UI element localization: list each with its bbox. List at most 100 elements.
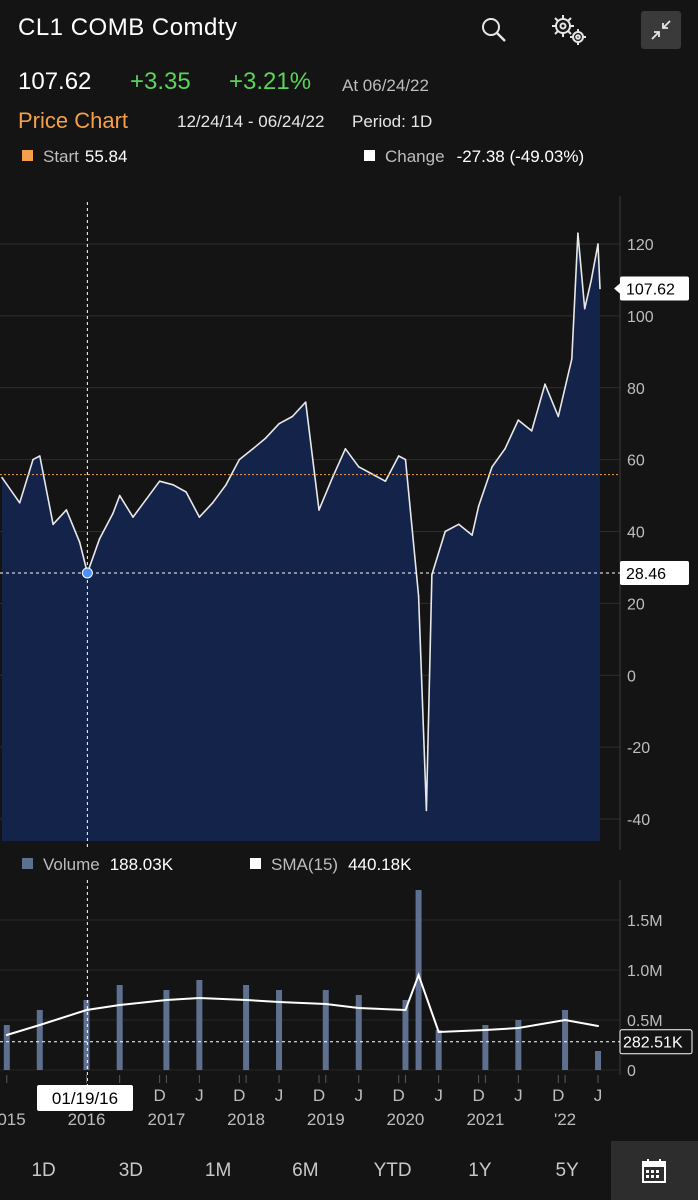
price-point (590, 279, 593, 281)
price-y-tick: 0 (627, 668, 636, 685)
page-title: CL1 COMB Comdty (18, 14, 238, 41)
x-tick-label: D (313, 1086, 325, 1105)
price-point (397, 455, 400, 457)
price-point (557, 415, 560, 418)
price-point (211, 501, 214, 504)
price-point (145, 498, 148, 500)
change-swatch (364, 150, 375, 161)
x-tick-label: D (393, 1086, 405, 1105)
price-point (577, 232, 579, 235)
price-point (118, 494, 121, 497)
x-tick-label: '22 (554, 1110, 576, 1129)
price-point (291, 415, 294, 418)
price-point (98, 537, 101, 540)
sma-point (484, 1029, 487, 1031)
volume-bar (562, 1010, 569, 1070)
tab-3d[interactable]: 3D (118, 1159, 144, 1181)
price-point (278, 422, 280, 425)
price-point (304, 401, 307, 403)
price-point (544, 383, 546, 385)
gear-icon[interactable] (548, 12, 590, 48)
price-point (32, 458, 34, 461)
start-value: 55.84 (84, 147, 128, 166)
price-point (112, 512, 114, 515)
price-point (384, 480, 387, 482)
x-tick-label: D (552, 1086, 564, 1105)
as-of-date: At 06/24/22 (342, 76, 429, 95)
price-point (132, 516, 134, 518)
volume-bar (415, 890, 422, 1070)
volume-bar (435, 1030, 442, 1070)
tab-5y[interactable]: 5Y (555, 1159, 579, 1181)
tab-1m[interactable]: 1M (204, 1159, 232, 1181)
tab-1y[interactable]: 1Y (468, 1159, 492, 1181)
price-chart[interactable]: 120 100 80 60 40 20 0 -20 -40 28.46 107.62 (0, 196, 698, 850)
volume-bar (83, 1000, 90, 1070)
price-point (331, 476, 334, 479)
price-point (444, 530, 447, 533)
price-line (1, 232, 601, 812)
last-price-box (620, 276, 689, 301)
volume-bar (482, 1025, 489, 1070)
calendar-icon[interactable] (610, 1141, 698, 1200)
search-icon[interactable] (476, 12, 512, 48)
volume-marker-box (619, 1029, 693, 1055)
sma-point (5, 1034, 8, 1036)
price-point (172, 483, 174, 486)
x-tick-label: 2016 (68, 1110, 106, 1129)
sma-point (357, 1007, 360, 1009)
volume-bar (36, 1010, 43, 1070)
volume-bar (116, 985, 123, 1070)
period-label[interactable]: Period: 1D (352, 112, 433, 131)
volume-bar (595, 1051, 602, 1070)
volume-bar (163, 990, 170, 1070)
collapse-icon[interactable] (641, 11, 681, 49)
price-point (457, 523, 460, 526)
sma-point (118, 1004, 121, 1006)
price-point (158, 480, 161, 482)
price-area (2, 233, 600, 841)
net-change: +3.35 (130, 68, 191, 95)
sma-swatch (250, 858, 261, 869)
x-tick-label: 2017 (147, 1110, 185, 1129)
x-tick-label: D (153, 1086, 165, 1105)
price-point (18, 501, 21, 504)
tab-6m[interactable]: 6M (292, 1159, 319, 1181)
volume-bar (355, 995, 362, 1070)
start-swatch (22, 150, 33, 161)
sma-point (278, 1001, 281, 1003)
price-point (583, 307, 586, 310)
crosshair-date-label: 01/19/16 (52, 1089, 118, 1108)
price-point (404, 458, 407, 461)
sma-point (324, 1003, 327, 1005)
sma-point (245, 999, 248, 1001)
price-point (417, 595, 420, 597)
change-value: -27.38 (-49.03%) (456, 147, 585, 166)
price-point (344, 448, 347, 450)
price-y-tick: -40 (627, 812, 650, 829)
tab-1d[interactable]: 1D (31, 1159, 56, 1181)
price-point (599, 287, 601, 290)
crosshair-date-box (37, 1085, 133, 1111)
tab-ytd[interactable]: YTD (373, 1159, 412, 1181)
price-y-tick: 120 (627, 237, 654, 254)
price-point (225, 483, 227, 486)
volume-bar (3, 1025, 10, 1070)
start-legend: Start 55.84 (22, 147, 127, 167)
x-tick-label: 2021 (466, 1110, 504, 1129)
last-price: 107.62 (18, 68, 92, 95)
sma-point (417, 974, 420, 976)
sma-point (198, 997, 201, 999)
volume-y-tick: 0 (627, 1063, 636, 1080)
price-point (78, 541, 81, 544)
sma-label: SMA(15) (271, 855, 339, 874)
change-legend: Change -27.38 (-49.03%) (364, 147, 584, 167)
price-y-tick: 100 (627, 309, 654, 326)
sma-point (437, 1031, 440, 1033)
date-range[interactable]: 12/24/14 - 06/24/22 (177, 112, 325, 131)
last-price-label: 107.62 (626, 281, 675, 298)
volume-legend: Volume 188.03K (22, 855, 173, 875)
sma-point (404, 1009, 407, 1011)
volume-chart[interactable]: 1.5M 1.0M 0.5M 0 282.51K 2015 2016 J D 2017 J D 2018… (0, 880, 698, 1138)
price-point (38, 455, 41, 457)
